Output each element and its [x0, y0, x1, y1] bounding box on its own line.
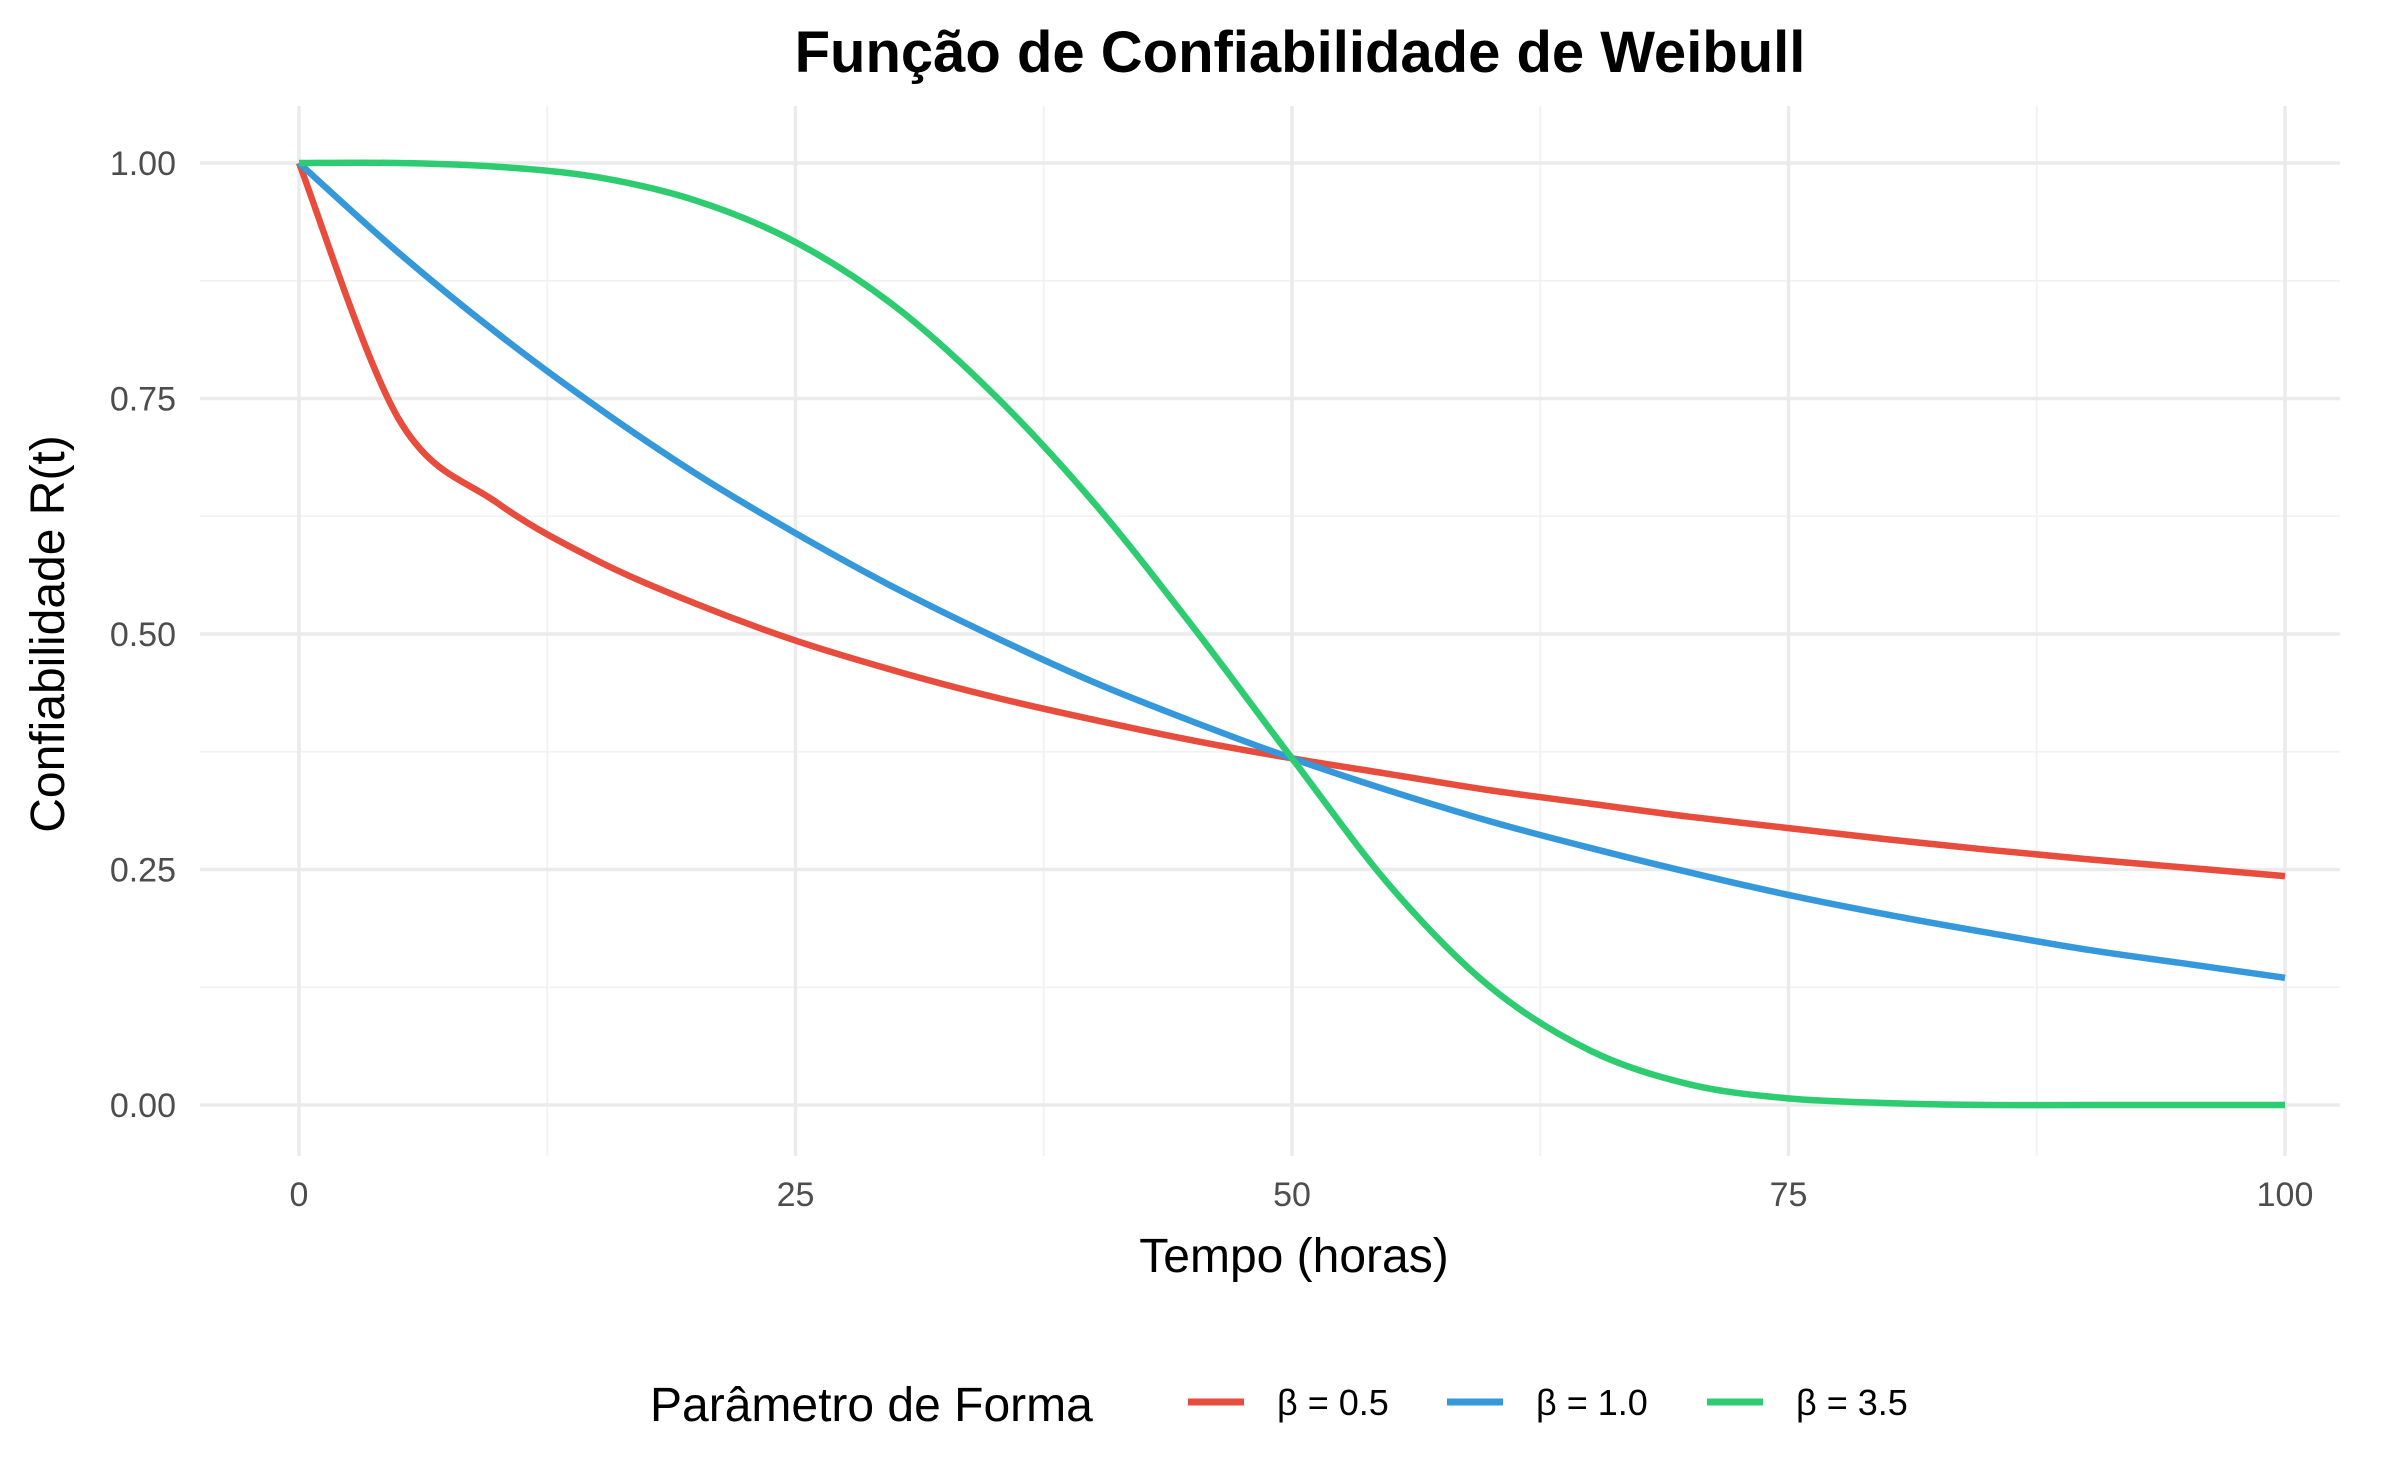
x-tick-label: 75 [1770, 1176, 1808, 1214]
legend-label: β = 1.0 [1536, 1382, 1648, 1423]
chart-title: Função de Confiabilidade de Weibull [795, 20, 1806, 85]
legend-title: Parâmetro de Forma [650, 1379, 1093, 1432]
x-tick-label: 25 [777, 1176, 815, 1214]
y-tick-label: 0.50 [110, 616, 176, 654]
y-tick-label: 0.00 [110, 1087, 176, 1125]
x-axis-title: Tempo (horas) [1139, 1230, 1448, 1283]
legend-item: β = 1.0 [1447, 1382, 1648, 1423]
legend-label: β = 0.5 [1277, 1382, 1389, 1423]
legend-label: β = 3.5 [1796, 1382, 1908, 1423]
series-line-1 [295, 161, 2286, 880]
x-tick-label: 100 [2257, 1176, 2314, 1214]
x-tick-label: 50 [1273, 1176, 1311, 1214]
series-line-3 [298, 159, 2285, 1109]
y-tick-label: 1.00 [110, 145, 176, 183]
y-tick-label: 0.25 [110, 852, 176, 890]
axis-ticks: 0 25 50 75 100 0.00 0.25 0.50 0.75 1.00 [110, 145, 2314, 1214]
y-tick-label: 0.75 [110, 381, 176, 419]
legend-item: β = 0.5 [1188, 1382, 1389, 1423]
legend: Parâmetro de Forma β = 0.5 β = 1.0 β = 3.5 [650, 1379, 1908, 1432]
legend-item: β = 3.5 [1707, 1382, 1908, 1423]
x-tick-label: 0 [290, 1176, 309, 1214]
grid [200, 106, 2340, 1156]
y-axis-title: Confiabilidade R(t) [22, 435, 75, 833]
series-lines [295, 159, 2286, 1109]
